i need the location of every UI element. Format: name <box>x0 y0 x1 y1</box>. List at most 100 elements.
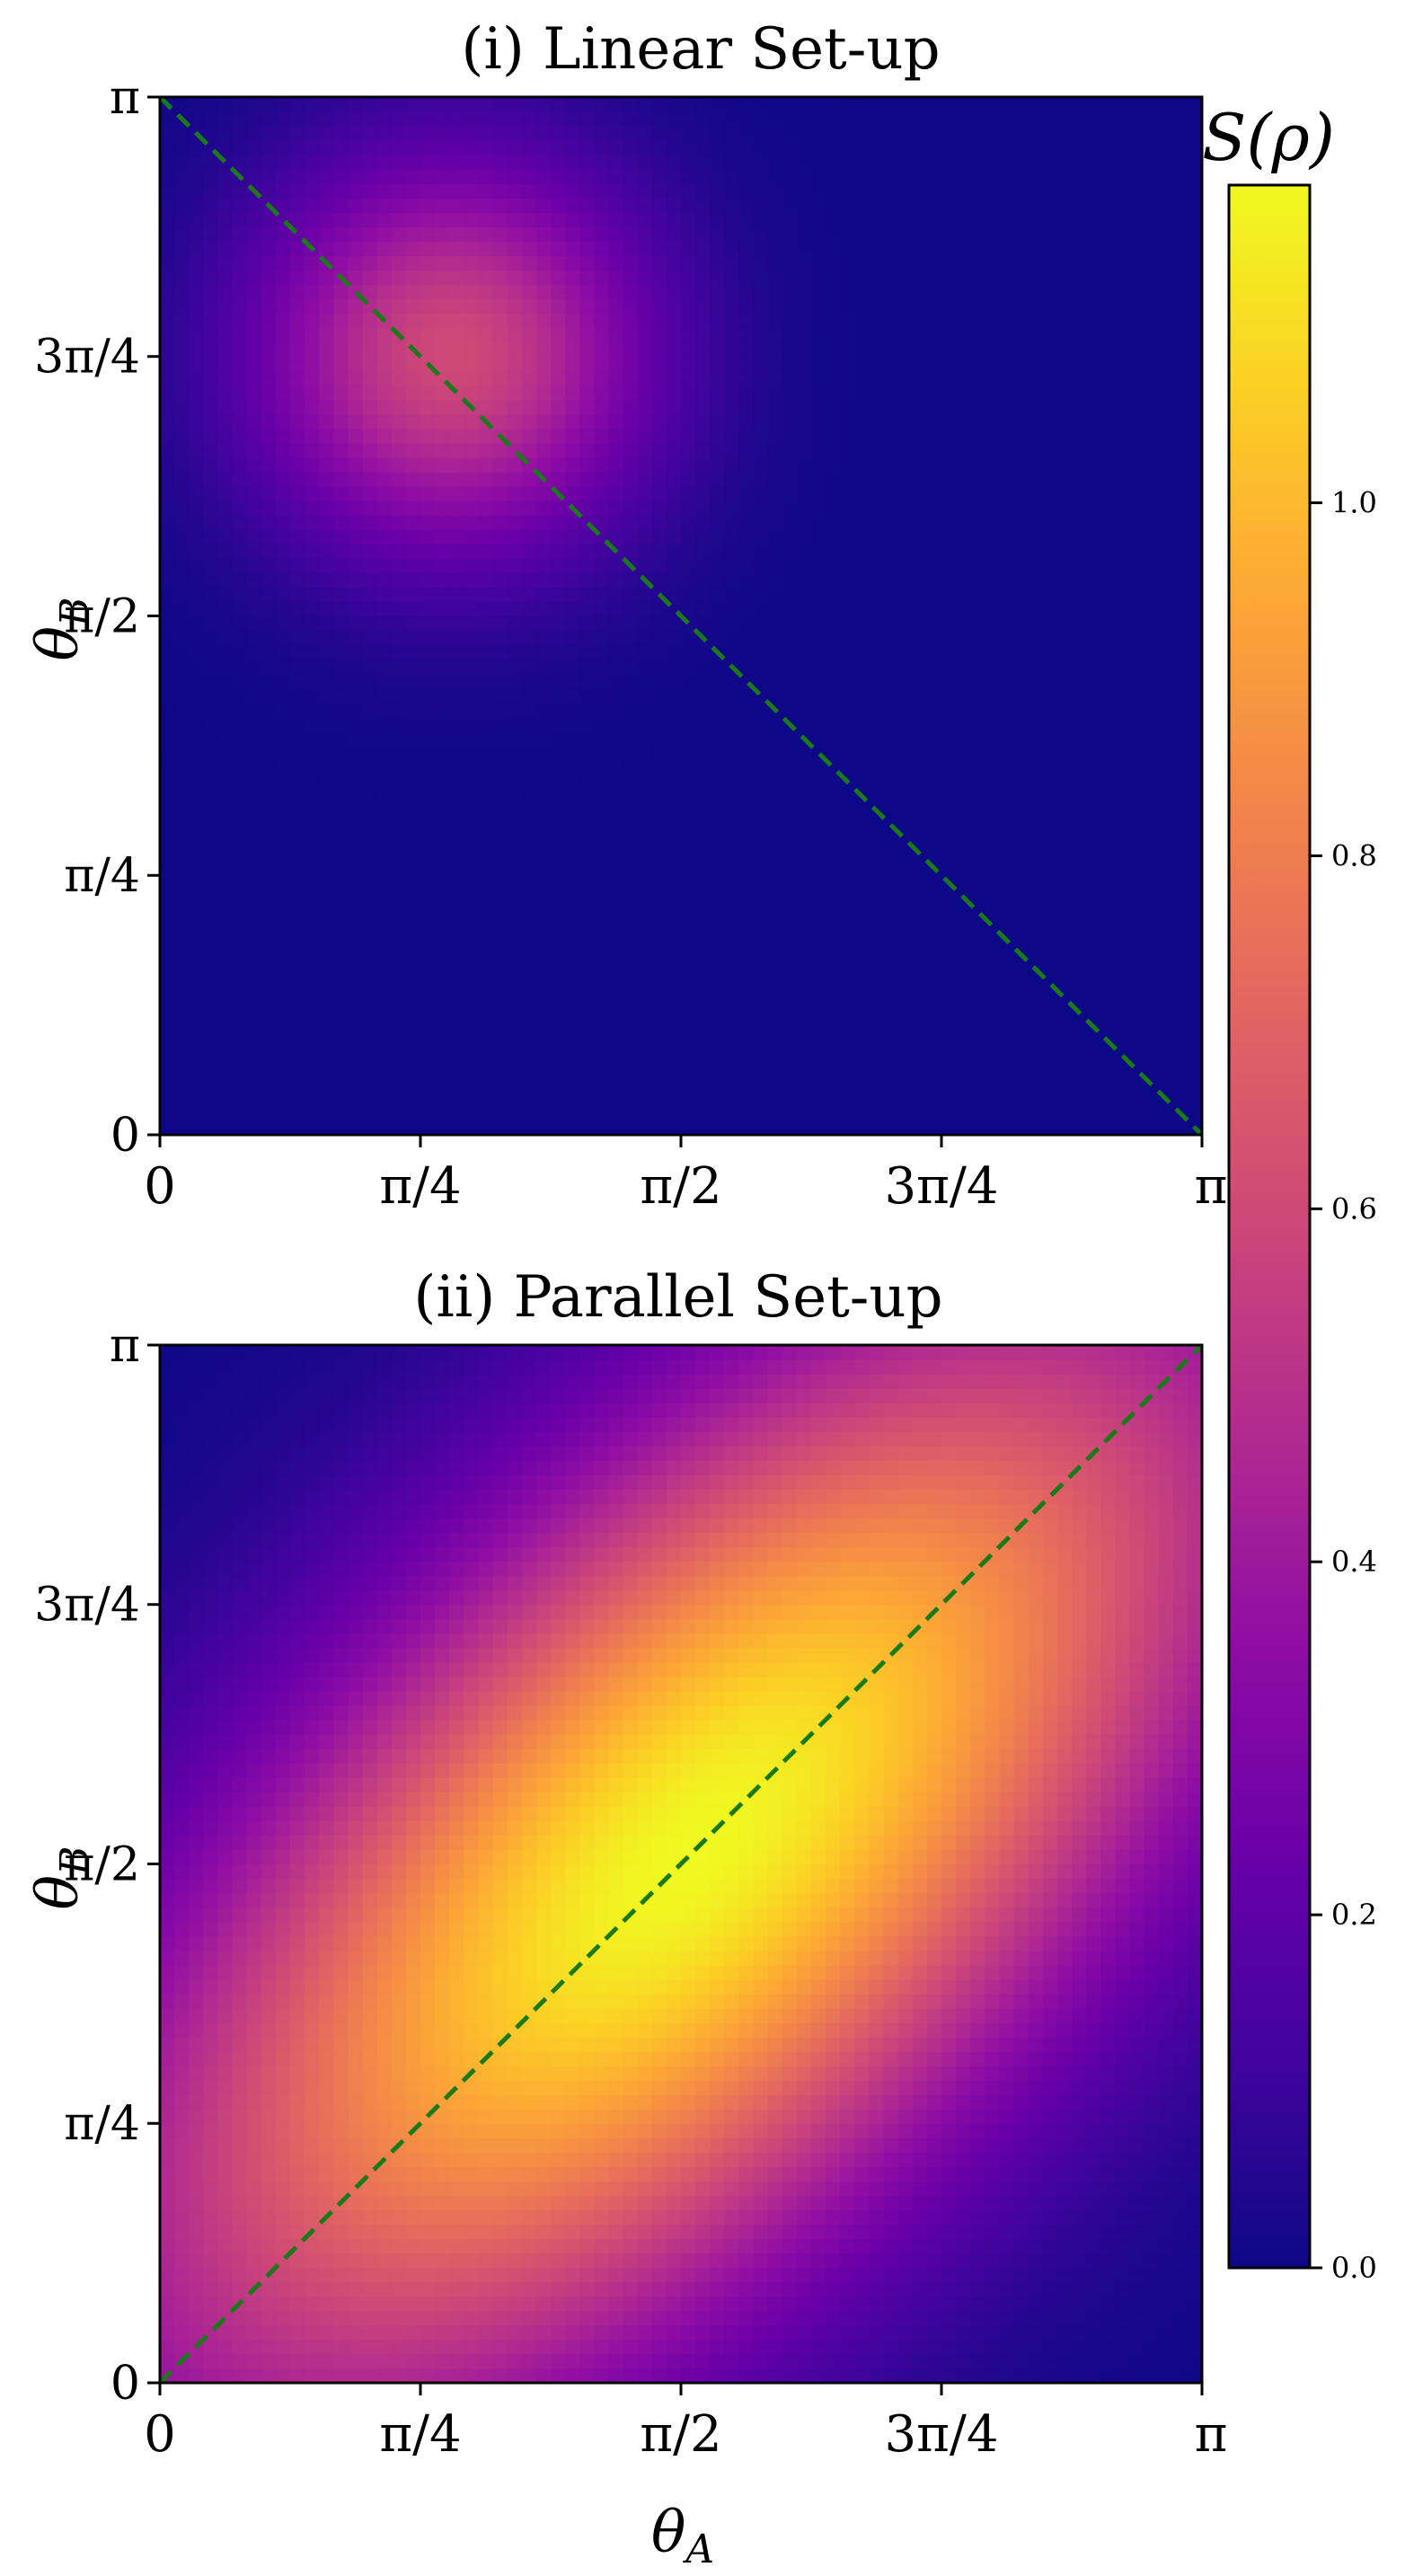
heatmap-cell <box>710 716 725 732</box>
heatmap-cell <box>551 572 566 589</box>
heatmap-cell <box>275 702 291 718</box>
heatmap-cell <box>261 904 277 919</box>
heatmap-cell <box>897 818 914 833</box>
heatmap-cell <box>941 370 957 386</box>
heatmap-cell <box>651 313 667 329</box>
heatmap-cell <box>623 111 639 127</box>
heatmap-cell <box>854 97 870 112</box>
heatmap-cell <box>1028 803 1044 819</box>
heatmap-cell <box>1072 313 1087 329</box>
heatmap-cell <box>767 443 783 458</box>
heatmap-cell <box>551 918 566 934</box>
heatmap-cell <box>651 270 667 286</box>
heatmap-cell <box>174 155 190 170</box>
heatmap-cell <box>710 702 725 718</box>
heatmap-cell <box>956 716 971 732</box>
heatmap-cell <box>579 702 595 718</box>
heatmap-cell <box>333 443 349 458</box>
heatmap-cell <box>753 284 769 300</box>
heatmap-cell <box>579 1005 595 1021</box>
heatmap-cell <box>826 1076 841 1093</box>
heatmap-cell <box>362 587 378 603</box>
heatmap-cell <box>710 212 725 227</box>
heatmap-cell <box>1086 529 1101 544</box>
heatmap-cell <box>1072 730 1087 747</box>
heatmap-cell <box>926 544 942 559</box>
heatmap-cell <box>565 818 580 833</box>
heatmap-cell <box>478 155 494 170</box>
heatmap-cell <box>999 226 1015 243</box>
heatmap-cell <box>551 241 566 257</box>
heatmap-cell <box>521 270 537 286</box>
heatmap-cell <box>970 1120 985 1136</box>
heatmap-cell <box>912 500 928 516</box>
heatmap-cell <box>594 413 610 429</box>
heatmap-cell <box>420 255 436 271</box>
heatmap-cell <box>1086 918 1101 934</box>
heatmap-cell <box>1056 673 1073 689</box>
heatmap-cell <box>926 846 942 862</box>
heatmap-cell <box>883 126 899 141</box>
heatmap-cell <box>608 890 624 905</box>
heatmap-cell <box>565 861 580 876</box>
heatmap-cell <box>1115 284 1131 300</box>
heatmap-cell <box>782 615 798 632</box>
heatmap-cell <box>1144 529 1160 544</box>
heatmap-cell <box>305 284 320 300</box>
heatmap-cell <box>796 428 812 444</box>
heatmap-cell <box>695 298 711 314</box>
heatmap-cell <box>826 918 841 934</box>
heatmap-cell <box>651 1048 667 1064</box>
heatmap-cell <box>651 198 667 213</box>
heatmap-cell <box>912 904 928 919</box>
heatmap-cell <box>160 212 175 227</box>
heatmap-cell <box>521 990 537 1006</box>
heatmap-cell <box>594 1105 610 1121</box>
heatmap-cell <box>232 140 248 155</box>
heatmap-cell <box>666 1048 682 1064</box>
heatmap-cell <box>1086 155 1101 170</box>
heatmap-cell <box>551 226 566 243</box>
heatmap-cell <box>391 1005 407 1021</box>
heatmap-cell <box>464 803 480 819</box>
heatmap-cell <box>1013 226 1029 243</box>
heatmap-cell <box>478 385 494 401</box>
heatmap-cell <box>738 1062 755 1078</box>
heatmap-cell <box>290 284 305 300</box>
heatmap-cell <box>551 659 566 675</box>
heatmap-cell <box>507 904 523 919</box>
heatmap-cell <box>1100 990 1116 1006</box>
heatmap-cell <box>579 716 595 732</box>
heatmap-cell <box>941 803 957 819</box>
heatmap-cell <box>738 399 755 415</box>
heatmap-cell <box>897 1005 914 1021</box>
heatmap-cell <box>1158 1120 1174 1136</box>
heatmap-cell <box>796 759 812 775</box>
heatmap-cell <box>261 1091 277 1107</box>
heatmap-cell <box>464 529 480 544</box>
heatmap-cell <box>594 97 610 112</box>
heatmap-cell <box>753 457 769 473</box>
heatmap-cell <box>391 861 407 876</box>
heatmap-cell <box>1100 1019 1116 1035</box>
heatmap-cell <box>912 716 928 732</box>
heatmap-cell <box>565 1033 580 1049</box>
heatmap-cell <box>507 385 523 401</box>
heatmap-cell <box>420 1105 436 1121</box>
heatmap-cell <box>333 789 349 804</box>
heatmap-cell <box>261 976 277 992</box>
heatmap-cell <box>160 255 175 271</box>
heatmap-cell <box>1072 558 1087 573</box>
heatmap-cell <box>869 457 885 473</box>
heatmap-cell <box>203 947 219 963</box>
heatmap-cell <box>391 443 407 458</box>
heatmap-cell <box>695 1091 711 1107</box>
heatmap-cell <box>912 630 928 646</box>
heatmap-cell <box>1158 947 1174 963</box>
heatmap-cell <box>724 298 740 314</box>
heatmap-cell <box>203 183 219 199</box>
heatmap-cell <box>1129 500 1145 516</box>
heatmap-cell <box>608 198 624 213</box>
heatmap-cell <box>405 1076 421 1093</box>
heatmap-cell <box>956 933 971 949</box>
